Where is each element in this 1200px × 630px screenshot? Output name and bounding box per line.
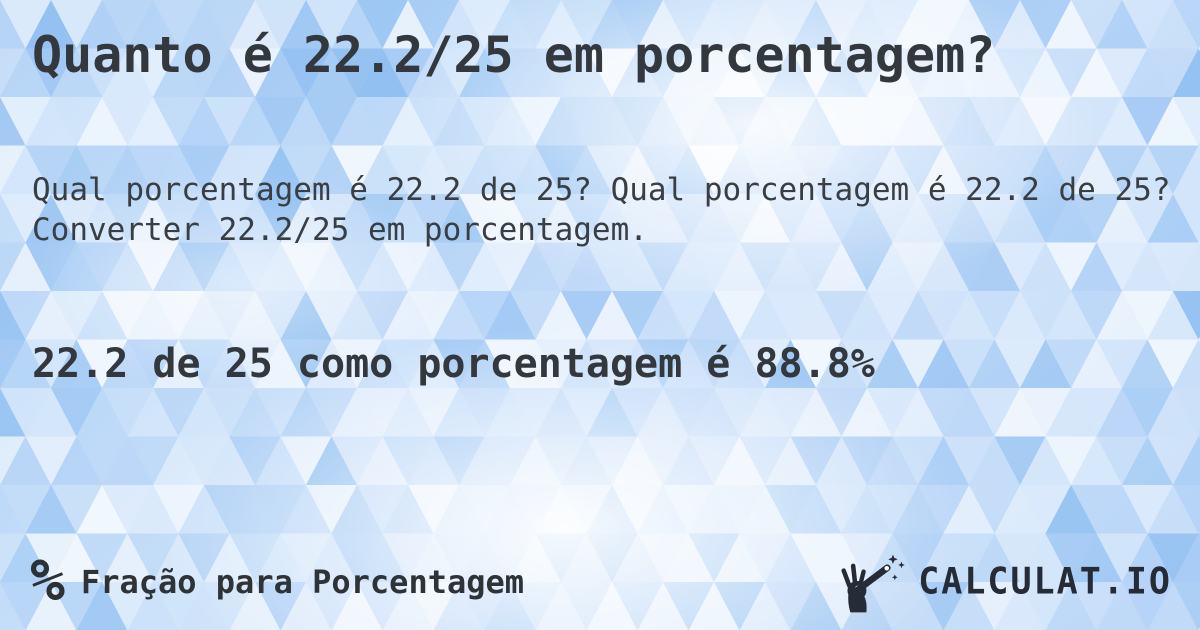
- card-footer: % Fração para Porcentagem: [30, 544, 1172, 620]
- percent-icon: %: [30, 546, 65, 614]
- question-description: Qual porcentagem é 22.2 de 25? Qual porc…: [32, 172, 1171, 248]
- brand-logo-text: CALCULAT.IO: [918, 561, 1172, 603]
- page-title: Quanto é 22.2/25 em porcentagem?: [32, 26, 996, 84]
- brand-logo: CALCULAT.IO: [838, 551, 1172, 613]
- category-label: Fração para Porcentagem: [80, 563, 525, 601]
- answer-text: 22.2 de 25 como porcentagem é 88.8%: [32, 341, 875, 387]
- hand-magic-wand-icon: [841, 554, 905, 613]
- category-badge: % Fração para Porcentagem: [30, 546, 525, 614]
